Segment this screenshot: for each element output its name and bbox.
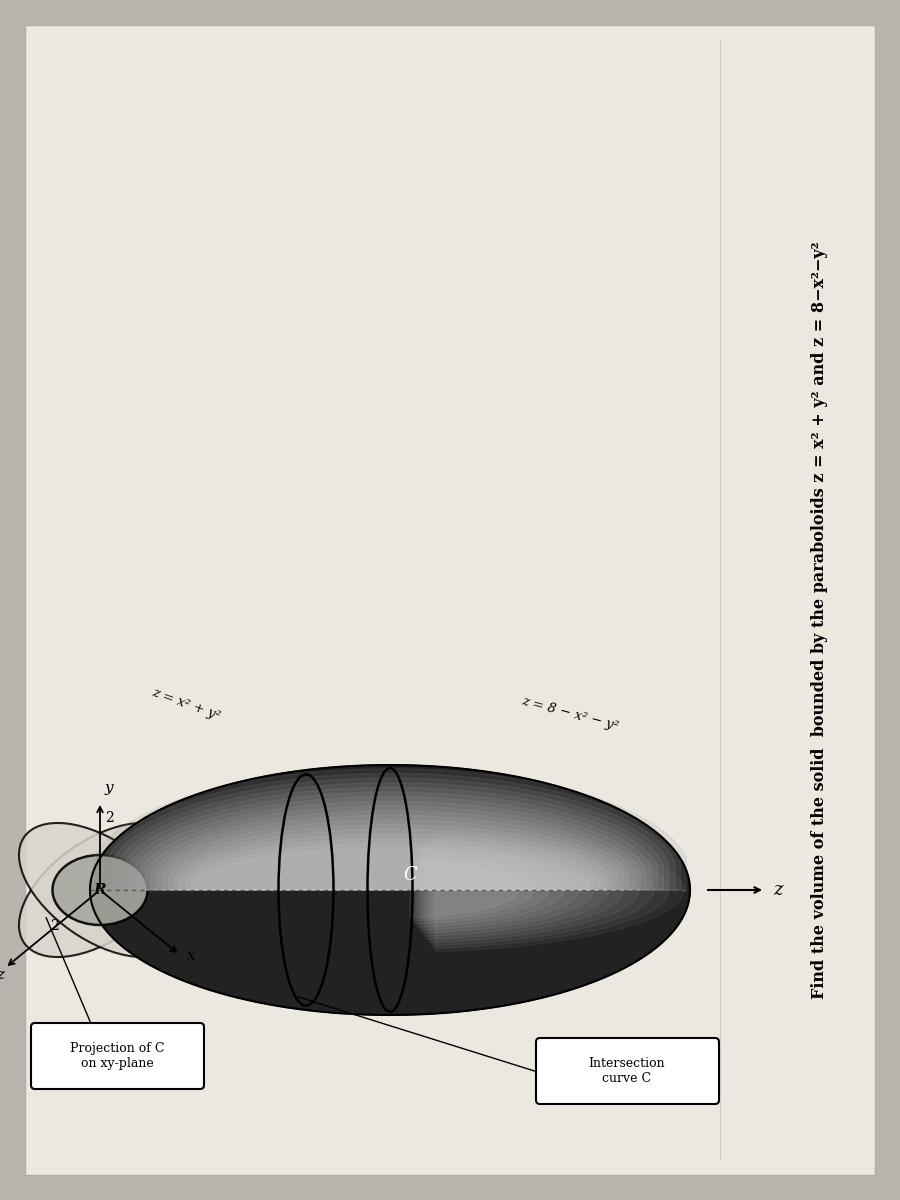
Polygon shape xyxy=(111,782,669,890)
Polygon shape xyxy=(415,856,549,924)
Text: Projection of C
on xy-plane: Projection of C on xy-plane xyxy=(70,1042,164,1070)
Polygon shape xyxy=(117,787,663,890)
Polygon shape xyxy=(192,848,589,890)
Polygon shape xyxy=(140,806,640,890)
Text: z: z xyxy=(773,881,782,899)
Polygon shape xyxy=(418,853,564,928)
Polygon shape xyxy=(429,838,639,942)
Polygon shape xyxy=(427,841,624,940)
Polygon shape xyxy=(186,844,594,890)
Polygon shape xyxy=(436,828,684,952)
Polygon shape xyxy=(25,25,875,1175)
Polygon shape xyxy=(180,839,600,890)
Text: 2: 2 xyxy=(105,811,113,826)
Polygon shape xyxy=(163,824,617,890)
Polygon shape xyxy=(424,844,609,936)
Text: 2: 2 xyxy=(50,919,58,934)
Text: C: C xyxy=(403,866,417,884)
Ellipse shape xyxy=(19,823,181,958)
Text: x: x xyxy=(187,949,195,962)
Polygon shape xyxy=(134,802,646,890)
Polygon shape xyxy=(168,829,611,890)
Text: z = 8 − x² − y²: z = 8 − x² − y² xyxy=(520,695,620,733)
Ellipse shape xyxy=(52,854,148,925)
Text: Intersection
curve C: Intersection curve C xyxy=(589,1057,665,1085)
Polygon shape xyxy=(434,832,669,949)
Polygon shape xyxy=(100,774,680,890)
Polygon shape xyxy=(431,834,654,946)
Polygon shape xyxy=(158,820,623,890)
Polygon shape xyxy=(146,811,634,890)
Polygon shape xyxy=(410,863,519,918)
Polygon shape xyxy=(422,847,594,934)
Polygon shape xyxy=(122,792,658,890)
Polygon shape xyxy=(175,834,606,890)
Text: R: R xyxy=(94,883,106,898)
Text: z = x² + y²: z = x² + y² xyxy=(150,686,222,722)
Polygon shape xyxy=(412,859,534,920)
Text: y: y xyxy=(105,781,113,794)
Polygon shape xyxy=(419,850,579,930)
Polygon shape xyxy=(105,778,675,890)
FancyBboxPatch shape xyxy=(536,1038,719,1104)
FancyBboxPatch shape xyxy=(31,1022,204,1090)
Polygon shape xyxy=(90,766,690,1015)
Text: z: z xyxy=(0,968,4,982)
Polygon shape xyxy=(151,815,629,890)
Polygon shape xyxy=(129,797,652,890)
Ellipse shape xyxy=(19,823,181,958)
Text: Find the volume of the solid  bounded by the paraboloids z = x² + y² and z = 8−x: Find the volume of the solid bounded by … xyxy=(812,241,829,998)
Polygon shape xyxy=(94,769,687,890)
